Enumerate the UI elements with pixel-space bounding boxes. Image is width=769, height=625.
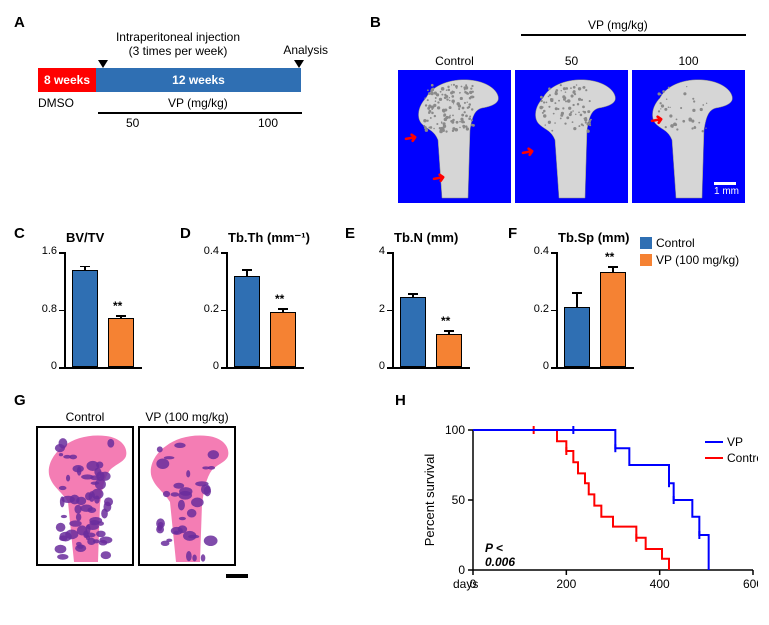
significance-star: ** xyxy=(441,314,450,328)
panel-letter-b: B xyxy=(370,14,381,31)
histology-image xyxy=(138,426,236,566)
dose-range-line xyxy=(98,112,302,114)
chart-tbsp: Tb.Sp (mm) 0 0.2 0.4 ** xyxy=(528,228,658,383)
y-tick-label: 0.2 xyxy=(528,303,549,315)
svg-text:200: 200 xyxy=(556,577,576,591)
microct-image: ➜ xyxy=(515,70,628,203)
panel-letter-c: C xyxy=(14,225,25,242)
significance-star: ** xyxy=(605,250,614,264)
y-tick-label: 4 xyxy=(364,245,385,257)
microct-image: ➜➜ xyxy=(398,70,511,203)
histology-label: VP (100 mg/kg) xyxy=(145,410,228,424)
svg-text:400: 400 xyxy=(650,577,670,591)
svg-text:600: 600 xyxy=(743,577,758,591)
arrow-injection xyxy=(98,60,108,68)
y-tick-label: 0 xyxy=(36,360,57,372)
y-tick-label: 0.4 xyxy=(198,245,219,257)
legend-cf: Control VP (100 mg/kg) xyxy=(640,236,739,267)
vp-bracket-line xyxy=(521,34,746,36)
legend-label-control: Control xyxy=(656,236,695,250)
microct-label: 100 xyxy=(678,54,698,68)
vp-dose-header: VP (mg/kg) xyxy=(168,96,228,110)
injection-label: Intraperitoneal injection (3 times per w… xyxy=(103,30,253,58)
survival-svg: 0501000200400600Percent survivaldaysP <0… xyxy=(418,420,758,610)
histology-image xyxy=(36,426,134,566)
panel-letter-e: E xyxy=(345,225,355,242)
y-tick-label: 0.8 xyxy=(36,303,57,315)
y-tick-label: 1.6 xyxy=(36,245,57,257)
panel-letter-h: H xyxy=(395,392,406,409)
chart-title: Tb.Th (mm⁻¹) xyxy=(228,230,310,246)
bar xyxy=(400,297,426,367)
panel-letter-g: G xyxy=(14,392,26,409)
svg-text:50: 50 xyxy=(452,493,466,507)
svg-text:100: 100 xyxy=(445,423,465,437)
chart-tbn: Tb.N (mm) 0 2 4 ** xyxy=(364,228,494,383)
chart-title: Tb.N (mm) xyxy=(394,230,458,245)
microct-label: 50 xyxy=(565,54,578,68)
y-tick-label: 0 xyxy=(198,360,219,372)
microct-row: Control ➜➜ 50 ➜ 100 ➜1 mm xyxy=(398,54,745,203)
timeline-bar: 8 weeks 12 weeks xyxy=(38,68,301,92)
dose-100: 100 xyxy=(258,116,278,130)
bar xyxy=(72,270,98,367)
legend-swatch-vp xyxy=(640,254,652,266)
panel-letter-a: A xyxy=(14,14,25,31)
dmso-label: DMSO xyxy=(38,96,74,110)
bar xyxy=(270,312,296,367)
y-tick-label: 0 xyxy=(364,360,385,372)
svg-text:P <: P < xyxy=(485,541,503,555)
svg-text:Control: Control xyxy=(727,451,758,465)
scale-bar: 1 mm xyxy=(714,182,739,197)
vp-header-b: VP (mg/kg) xyxy=(588,18,648,32)
microct-image: ➜1 mm xyxy=(632,70,745,203)
y-tick-label: 0.2 xyxy=(198,303,219,315)
legend-label-vp: VP (100 mg/kg) xyxy=(656,253,739,267)
svg-text:days: days xyxy=(453,577,478,591)
bar xyxy=(108,318,134,367)
svg-text:VP: VP xyxy=(727,435,743,449)
timeline-seg-12w: 12 weeks xyxy=(96,68,301,92)
arrow-analysis xyxy=(294,60,304,68)
chart-tbth: Tb.Th (mm⁻¹) 0 0.2 0.4 ** xyxy=(198,228,328,383)
timeline-seg-8w: 8 weeks xyxy=(38,68,96,92)
svg-text:Percent survival: Percent survival xyxy=(422,454,437,547)
chart-title: BV/TV xyxy=(66,230,104,245)
chart-title: Tb.Sp (mm) xyxy=(558,230,630,245)
panel-letter-f: F xyxy=(508,225,517,242)
svg-text:0: 0 xyxy=(458,563,465,577)
histology-row: Control VP (100 mg/kg) xyxy=(36,410,236,566)
bar xyxy=(564,307,590,367)
significance-star: ** xyxy=(113,299,122,313)
legend-swatch-control xyxy=(640,237,652,249)
panel-a-timeline: Intraperitoneal injection (3 times per w… xyxy=(38,30,318,125)
dose-50: 50 xyxy=(126,116,139,130)
bar xyxy=(234,276,260,367)
chart-bvtv: BV/TV 0 0.8 1.6 ** xyxy=(36,228,166,383)
analysis-label: Analysis xyxy=(283,43,328,57)
y-tick-label: 0.4 xyxy=(528,245,549,257)
histology-label: Control xyxy=(66,410,105,424)
survival-plot: 0501000200400600Percent survivaldaysP <0… xyxy=(418,420,758,615)
bar xyxy=(600,272,626,367)
bar xyxy=(436,334,462,367)
panel-letter-d: D xyxy=(180,225,191,242)
y-tick-label: 2 xyxy=(364,303,385,315)
y-tick-label: 0 xyxy=(528,360,549,372)
microct-label: Control xyxy=(435,54,474,68)
svg-text:0.006: 0.006 xyxy=(485,555,515,569)
significance-star: ** xyxy=(275,292,284,306)
